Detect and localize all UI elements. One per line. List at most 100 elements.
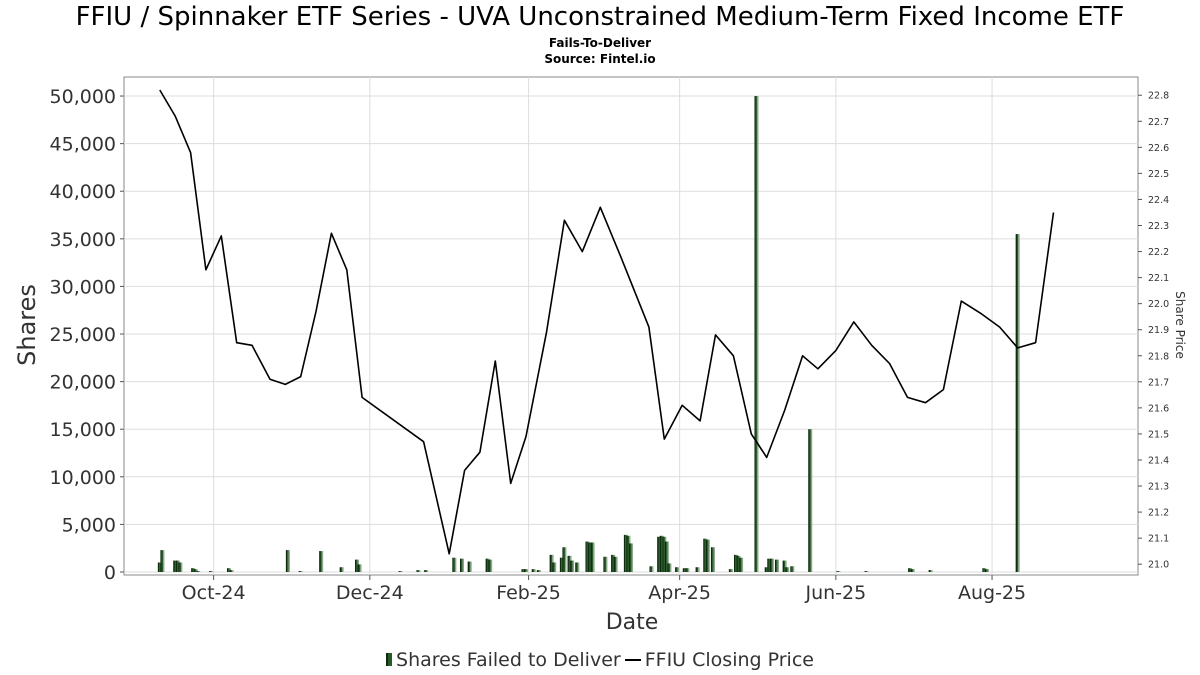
x-tick-label: Feb-25	[496, 582, 561, 604]
y-tick-label: 15,000	[50, 419, 116, 441]
fails-bar	[1015, 234, 1020, 572]
chart-title: FFIU / Spinnaker ETF Series - UVA Uncons…	[75, 2, 1125, 32]
y2-tick-label: 22.0	[1148, 299, 1169, 310]
fails-bar	[524, 569, 529, 572]
price-line	[159, 89, 1055, 555]
fails-bar	[613, 556, 618, 572]
fails-bar	[488, 559, 493, 572]
y-tick-label: 0	[104, 562, 116, 584]
legend-line-label: FFIU Closing Price	[644, 648, 814, 671]
fails-bar	[808, 429, 813, 572]
y2-tick-label: 21.8	[1148, 351, 1169, 362]
fails-bar	[460, 558, 464, 572]
fails-bar	[782, 560, 787, 572]
fails-bar	[467, 561, 472, 572]
x-tick-label: Apr-25	[648, 582, 711, 604]
y2-tick-label: 22.3	[1148, 221, 1169, 232]
y2-tick-label: 22.8	[1148, 91, 1169, 102]
fails-bar	[298, 571, 303, 572]
fails-bar	[629, 543, 633, 572]
fails-bar	[531, 569, 536, 572]
fails-bar	[452, 557, 457, 572]
y2-tick-label: 22.6	[1148, 143, 1169, 154]
y2-tick-label: 21.4	[1148, 455, 1169, 466]
y-tick-label: 30,000	[50, 276, 116, 298]
fails-bar	[664, 541, 669, 572]
fails-bar	[774, 559, 779, 572]
fails-bar	[285, 550, 290, 572]
y-tick-label: 5,000	[62, 514, 116, 536]
fails-bar	[319, 551, 324, 572]
y-tick-label: 50,000	[50, 86, 116, 108]
fails-bar	[739, 557, 744, 572]
fails-bar	[685, 568, 690, 572]
legend-line-swatch	[624, 658, 641, 661]
fails-bar	[710, 547, 715, 572]
fails-bar	[193, 569, 198, 572]
fails-bar	[864, 571, 869, 572]
fails-bar	[357, 564, 362, 572]
y-tick-label: 45,000	[50, 134, 116, 156]
y-tick-label: 25,000	[50, 324, 116, 346]
fails-bar	[754, 96, 759, 573]
fails-bar	[196, 571, 201, 572]
fails-bar	[785, 567, 790, 572]
x-tick-label: Jun-25	[804, 582, 866, 604]
fails-bar	[424, 570, 429, 572]
y2-tick-label: 22.4	[1148, 195, 1169, 206]
y2-tick-label: 21.5	[1148, 429, 1169, 440]
y2-tick-label: 21.1	[1148, 534, 1169, 545]
fails-bar	[705, 539, 710, 572]
y-tick-label: 10,000	[50, 467, 116, 489]
y2-tick-label: 22.5	[1148, 169, 1169, 180]
fails-bar	[590, 542, 595, 572]
fails-bar	[575, 562, 580, 572]
x-axis-title: Date	[606, 610, 659, 635]
fails-bar	[769, 558, 774, 572]
legend-bar-swatch	[386, 653, 393, 666]
fails-bar	[790, 566, 795, 572]
fails-bar	[570, 560, 575, 572]
fails-bar	[910, 569, 915, 572]
fails-bar	[675, 567, 680, 572]
fails-bar	[209, 571, 214, 572]
fails-bar	[695, 567, 700, 572]
fails-bar	[398, 571, 403, 572]
x-tick-label: Oct-24	[182, 582, 246, 604]
chart-source: Source: Fintel.io	[544, 52, 656, 66]
fails-bar	[536, 570, 541, 572]
x-tick-label: Dec-24	[336, 582, 404, 604]
fails-bar	[603, 556, 608, 572]
chart-legend: Shares Failed to Deliver FFIU Closing Pri…	[0, 648, 1200, 671]
y2-tick-label: 22.2	[1148, 247, 1169, 258]
plot-area	[123, 76, 1139, 576]
fails-bar	[160, 550, 165, 572]
fails-bar	[552, 562, 557, 572]
y2-tick-label: 21.3	[1148, 482, 1169, 493]
fails-bar	[836, 571, 841, 572]
fails-bar	[728, 569, 733, 572]
fails-bar	[339, 567, 344, 572]
legend-bar-label: Shares Failed to Deliver	[396, 648, 621, 671]
x-tick-label: Aug-25	[958, 582, 1026, 604]
y2-tick-label: 22.7	[1148, 117, 1169, 128]
y-tick-label: 40,000	[50, 181, 116, 203]
y2-tick-label: 22.1	[1148, 273, 1169, 284]
y2-tick-label: 21.2	[1148, 508, 1169, 519]
fails-bar	[178, 562, 183, 572]
y-tick-label: 20,000	[50, 372, 116, 394]
y2-tick-label: 21.7	[1148, 377, 1169, 388]
fails-bar	[562, 547, 567, 572]
y2-tick-label: 21.0	[1148, 560, 1169, 571]
y-tick-label: 35,000	[50, 229, 116, 251]
fails-bar	[984, 569, 989, 572]
y2-tick-label: 21.9	[1148, 325, 1169, 336]
chart-subtitle: Fails-To-Deliver	[548, 36, 652, 50]
y2-tick-label: 21.6	[1148, 403, 1169, 414]
fails-bar	[229, 570, 234, 572]
fails-bar	[416, 570, 421, 572]
fails-bar	[667, 563, 672, 572]
fails-bar	[649, 566, 654, 572]
y2-axis-title: Share Price	[1173, 291, 1187, 359]
